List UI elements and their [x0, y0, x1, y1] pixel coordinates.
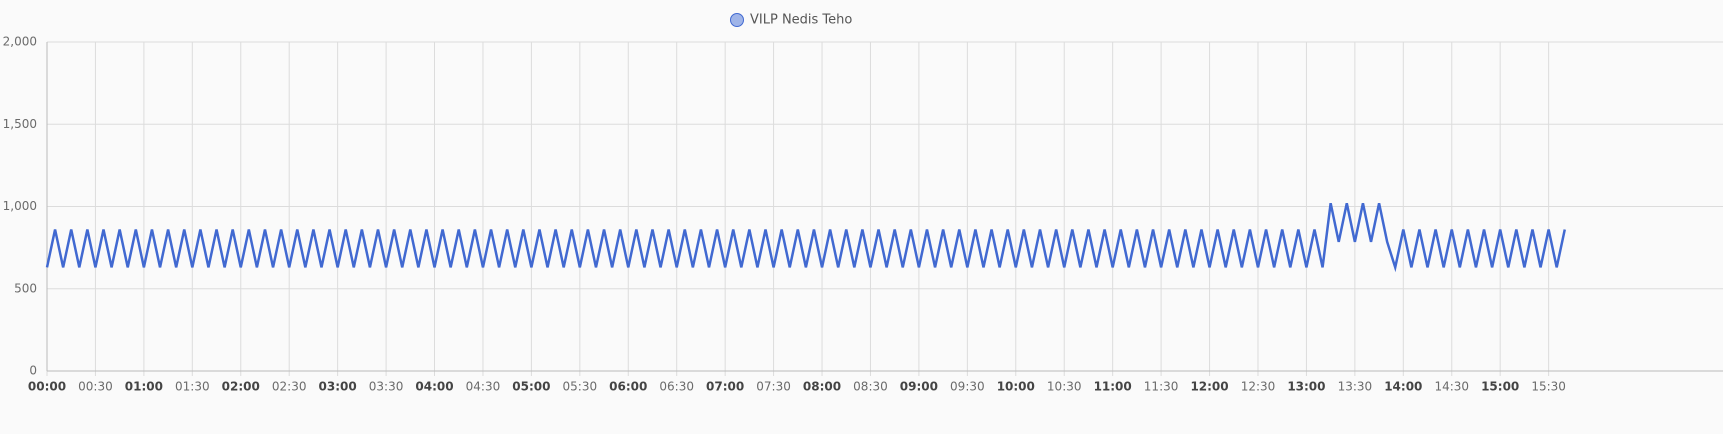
x-tick-label: 14:30: [1434, 380, 1469, 394]
x-tick-label: 13:30: [1338, 380, 1373, 394]
x-tick-label: 12:00: [1190, 380, 1228, 394]
x-tick-label: 06:00: [609, 380, 647, 394]
x-tick-label: 15:30: [1531, 380, 1566, 394]
x-tick-label: 07:30: [756, 380, 791, 394]
x-tick-label: 05:30: [563, 380, 598, 394]
x-tick-label: 02:30: [272, 380, 307, 394]
x-tick-label: 13:00: [1287, 380, 1325, 394]
series-line: [45, 202, 1566, 273]
y-tick-label: 1,500: [3, 117, 37, 131]
x-tick-label: 04:00: [415, 380, 453, 394]
x-tick-label: 03:00: [319, 380, 357, 394]
x-tick-label: 04:30: [466, 380, 501, 394]
x-tick-label: 09:00: [900, 380, 938, 394]
x-tick-label: 11:30: [1144, 380, 1179, 394]
x-tick-label: 10:30: [1047, 380, 1082, 394]
x-tick-label: 00:30: [78, 380, 113, 394]
x-tick-label: 14:00: [1384, 380, 1422, 394]
y-tick-label: 0: [29, 364, 37, 378]
x-tick-label: 00:00: [28, 380, 66, 394]
x-tick-label: 09:30: [950, 380, 985, 394]
x-tick-label: 11:00: [1094, 380, 1132, 394]
y-tick-label: 1,000: [3, 199, 37, 213]
x-tick-label: 07:00: [706, 380, 744, 394]
x-tick-label: 03:30: [369, 380, 404, 394]
y-tick-label: 2,000: [3, 35, 37, 49]
x-tick-label: 10:00: [997, 380, 1035, 394]
x-tick-label: 15:00: [1481, 380, 1519, 394]
x-tick-label: 01:00: [125, 380, 163, 394]
x-tick-label: 12:30: [1241, 380, 1276, 394]
legend-label[interactable]: VILP Nedis Teho: [750, 13, 852, 28]
x-tick-label: 08:30: [853, 380, 888, 394]
x-tick-label: 05:00: [512, 380, 550, 394]
x-tick-label: 06:30: [659, 380, 694, 394]
legend-marker: [730, 13, 744, 27]
y-tick-label: 500: [14, 281, 37, 295]
x-tick-label: 08:00: [803, 380, 841, 394]
x-tick-label: 01:30: [175, 380, 210, 394]
x-tick-label: 02:00: [222, 380, 260, 394]
